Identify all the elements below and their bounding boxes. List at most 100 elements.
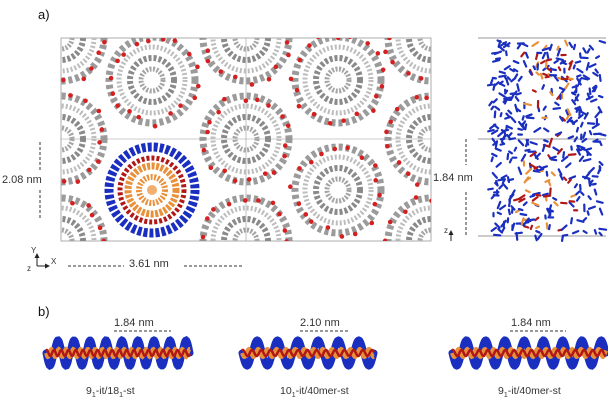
oxygen-atom [468,114,473,119]
oxygen-atom [431,74,436,79]
oxygen-atom [387,38,392,41]
side-bond [494,57,502,61]
highlighted-molecule [104,142,200,238]
oxygen-atom [218,69,224,74]
oxygen-atom [96,6,101,11]
side-bond [559,173,564,181]
side-bond [588,63,597,68]
side-bond [520,217,525,226]
oxygen-atom [277,211,282,217]
oxygen-atom [97,140,102,145]
oxygen-atom [354,111,360,117]
oxygen-atom [284,40,290,45]
oxygen-atom [152,123,158,129]
side-bond [537,107,541,113]
oxygen-atom [19,131,24,136]
side-bond [568,119,574,124]
inner-shell [313,55,363,105]
side-bond [490,129,499,135]
side-bond [588,179,594,185]
side-bond [504,115,512,120]
oxygen-atom [433,279,438,284]
oxygen-atom [311,111,317,117]
side-bond [560,224,568,231]
inner-shell [127,55,177,105]
oxygen-atom [134,41,140,47]
side-bond [528,70,533,76]
side-bond [512,68,519,73]
side-bond [597,94,604,99]
side-bond [548,137,553,147]
side-bond [486,83,494,87]
side-bond [578,155,585,163]
side-bond [568,41,574,49]
oxygen-atom [284,239,289,241]
side-bond [525,138,530,146]
helix-3 [448,336,608,370]
side-bond [498,92,506,98]
side-bond [491,171,498,179]
side-bond [553,74,559,82]
side-bond [508,158,513,164]
oxygen-atom [93,255,98,260]
side-bond [541,47,551,52]
oxygen-atom [43,179,48,184]
core-shell [324,66,352,94]
side-bond [497,45,505,52]
oxygen-atom [110,91,116,97]
side-bond [496,39,502,44]
side-bond [574,60,582,64]
oxygen-atom [297,166,302,171]
oxygen-atom [208,165,214,171]
side-bond [543,139,549,143]
oxygen-atom [282,228,288,233]
side-bond [541,51,547,60]
side-bond [535,71,541,76]
side-bond [490,226,498,232]
side-bond [580,191,585,196]
oxygen-atom [99,127,105,132]
oxygen-atom [232,74,238,80]
side-bond [552,106,562,111]
side-bond [506,152,510,161]
side-bond [498,74,507,78]
oxygen-atom [307,43,312,48]
middle-shell [210,103,282,175]
oxygen-atom [297,57,303,63]
oxygen-atom [192,95,198,101]
side-bond [571,84,580,89]
side-bond [491,137,496,144]
core-shell [232,125,260,153]
side-bond [514,95,520,102]
side-bond [582,47,588,54]
side-bond [560,234,564,242]
side-bond [499,142,505,146]
oxygen-atom [86,203,91,208]
side-bond [547,180,552,187]
side-bond [491,152,498,158]
oxygen-atom [414,95,419,100]
oxygen-atom [403,209,408,215]
oxygen-atom [230,0,235,1]
side-bond [490,105,495,111]
oxygen-atom [35,66,40,71]
side-bond [533,153,539,161]
side-bond [508,150,513,155]
side-bond [519,212,528,217]
side-bond [582,158,592,163]
oxygen-atom [471,126,476,131]
side-bond [513,90,518,96]
helix-3-caption: 91-it/40mer-st [498,385,561,400]
side-bond [510,76,517,83]
helix-1-caption: 91-it/181-st [86,385,135,400]
side-bond [522,201,528,207]
side-bond [580,147,588,152]
oxygen-atom [270,200,276,206]
side-bond [525,113,533,118]
oxygen-atom [375,51,381,56]
side-bond [586,150,592,156]
height-dimension-label: 2.08 nm [2,174,42,186]
side-bond [493,233,502,237]
side-bond [594,68,599,74]
